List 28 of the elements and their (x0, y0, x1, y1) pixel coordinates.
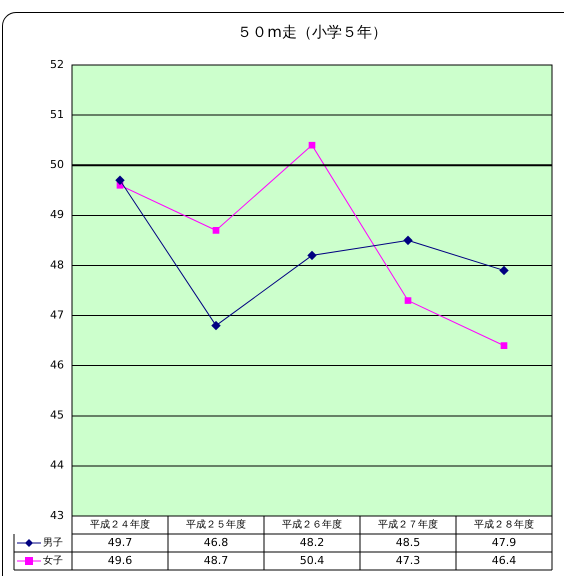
data-label: 48.7 (204, 554, 228, 567)
y-tick-label: 48 (50, 258, 64, 272)
y-tick-label: 43 (50, 508, 64, 522)
y-tick-label: 51 (50, 108, 64, 121)
x-tick-label: 平成２７年度 (378, 518, 438, 531)
y-tick-label: 47 (50, 308, 64, 322)
chart-title: ５０m走（小学５年） (237, 22, 387, 41)
legend-label: 男子 (43, 538, 63, 549)
data-label: 48.2 (300, 536, 324, 549)
data-label: 47.3 (396, 554, 420, 567)
y-tick-label: 49 (50, 208, 64, 222)
x-tick-label: 平成２８年度 (474, 518, 534, 531)
legend-label: 女子 (43, 554, 63, 567)
x-tick-label: 平成２４年度 (90, 518, 150, 531)
x-tick-label: 平成２５年度 (186, 518, 246, 531)
data-label: 48.5 (396, 536, 420, 549)
data-label: 47.9 (492, 536, 516, 549)
data-label: 49.7 (108, 536, 132, 549)
y-tick-label: 46 (50, 358, 64, 372)
data-label: 46.4 (492, 554, 516, 567)
y-tick-label: 45 (50, 408, 64, 422)
y-tick-label: 44 (50, 458, 64, 472)
data-label: 50.4 (300, 554, 324, 567)
x-tick-label: 平成２６年度 (282, 518, 342, 531)
y-tick-label: 52 (50, 58, 64, 71)
y-tick-label: 50 (50, 158, 64, 172)
data-label: 49.6 (108, 554, 132, 567)
data-label: 46.8 (204, 536, 228, 549)
